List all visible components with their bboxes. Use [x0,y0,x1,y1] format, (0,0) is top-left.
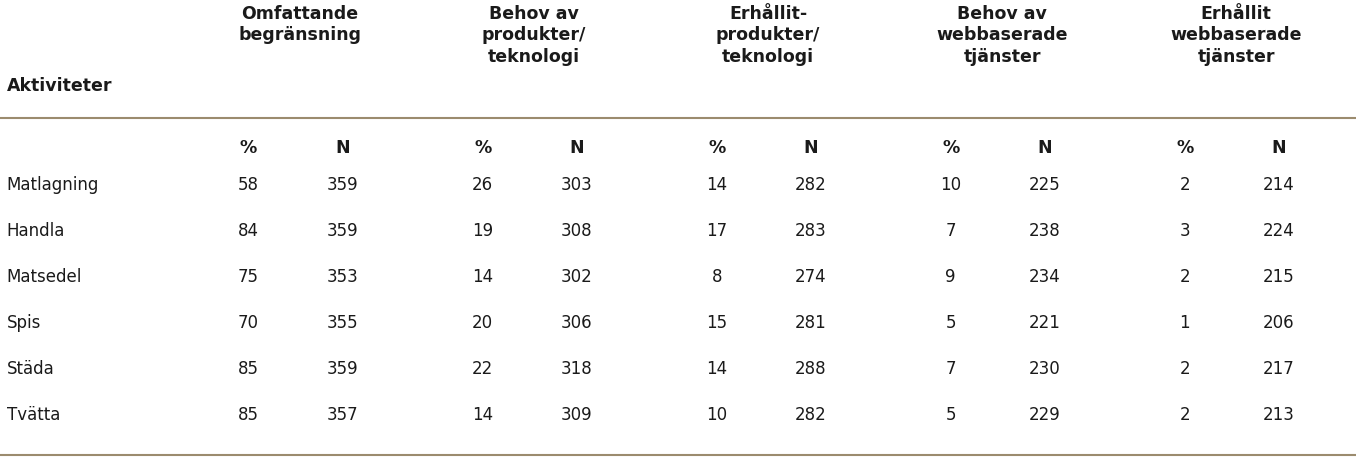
Text: Matlagning: Matlagning [7,176,99,194]
Text: Erhållit-
produkter/
teknologi: Erhållit- produkter/ teknologi [716,5,820,66]
Text: 14: 14 [472,406,494,424]
Text: 359: 359 [327,360,358,378]
Text: Handla: Handla [7,222,65,240]
Text: 7: 7 [945,222,956,240]
Text: 206: 206 [1262,314,1294,332]
Text: 281: 281 [795,314,826,332]
Text: 20: 20 [472,314,494,332]
Text: 357: 357 [327,406,358,424]
Text: N: N [1037,139,1052,157]
Text: 7: 7 [945,360,956,378]
Text: 2: 2 [1180,268,1191,286]
Text: N: N [803,139,818,157]
Text: 282: 282 [795,406,826,424]
Text: 8: 8 [712,268,721,286]
Text: %: % [240,139,258,157]
Text: Omfattande
begränsning: Omfattande begränsning [239,5,362,44]
Text: 58: 58 [239,176,259,194]
Text: 282: 282 [795,176,826,194]
Text: 26: 26 [472,176,494,194]
Text: Spis: Spis [7,314,41,332]
Text: 84: 84 [239,222,259,240]
Text: 225: 225 [1028,176,1060,194]
Text: 359: 359 [327,222,358,240]
Text: %: % [475,139,491,157]
Text: 14: 14 [706,360,727,378]
Text: Behov av
webbaserade
tjänster: Behov av webbaserade tjänster [937,5,1069,66]
Text: 10: 10 [940,176,961,194]
Text: 15: 15 [706,314,727,332]
Text: 238: 238 [1028,222,1060,240]
Text: 230: 230 [1028,360,1060,378]
Text: 306: 306 [560,314,593,332]
Text: 5: 5 [945,406,956,424]
Text: Behov av
produkter/
teknologi: Behov av produkter/ teknologi [481,5,586,66]
Text: 14: 14 [472,268,494,286]
Text: 22: 22 [472,360,494,378]
Text: 2: 2 [1180,360,1191,378]
Text: 213: 213 [1262,406,1295,424]
Text: Matsedel: Matsedel [7,268,83,286]
Text: N: N [1271,139,1285,157]
Text: Städa: Städa [7,360,54,378]
Text: 234: 234 [1028,268,1060,286]
Text: 70: 70 [239,314,259,332]
Text: 1: 1 [1180,314,1191,332]
Text: 353: 353 [327,268,358,286]
Text: 17: 17 [706,222,727,240]
Text: 214: 214 [1262,176,1294,194]
Text: 2: 2 [1180,406,1191,424]
Text: 359: 359 [327,176,358,194]
Text: N: N [335,139,350,157]
Text: 75: 75 [239,268,259,286]
Text: Tvätta: Tvätta [7,406,60,424]
Text: 14: 14 [706,176,727,194]
Text: 318: 318 [560,360,593,378]
Text: 229: 229 [1028,406,1060,424]
Text: %: % [1176,139,1193,157]
Text: 224: 224 [1262,222,1294,240]
Text: 9: 9 [945,268,956,286]
Text: 308: 308 [560,222,593,240]
Text: 2: 2 [1180,176,1191,194]
Text: 221: 221 [1028,314,1060,332]
Text: 3: 3 [1180,222,1191,240]
Text: 215: 215 [1262,268,1294,286]
Text: 85: 85 [239,406,259,424]
Text: 355: 355 [327,314,358,332]
Text: %: % [708,139,725,157]
Text: 303: 303 [560,176,593,194]
Text: N: N [570,139,583,157]
Text: 274: 274 [795,268,826,286]
Text: 283: 283 [795,222,826,240]
Text: %: % [942,139,959,157]
Text: 217: 217 [1262,360,1294,378]
Text: 302: 302 [560,268,593,286]
Text: Erhållit
webbaserade
tjänster: Erhållit webbaserade tjänster [1170,5,1302,66]
Text: Aktiviteter: Aktiviteter [7,77,113,95]
Text: 10: 10 [706,406,727,424]
Text: 19: 19 [472,222,494,240]
Text: 309: 309 [560,406,593,424]
Text: 288: 288 [795,360,826,378]
Text: 5: 5 [945,314,956,332]
Text: 85: 85 [239,360,259,378]
